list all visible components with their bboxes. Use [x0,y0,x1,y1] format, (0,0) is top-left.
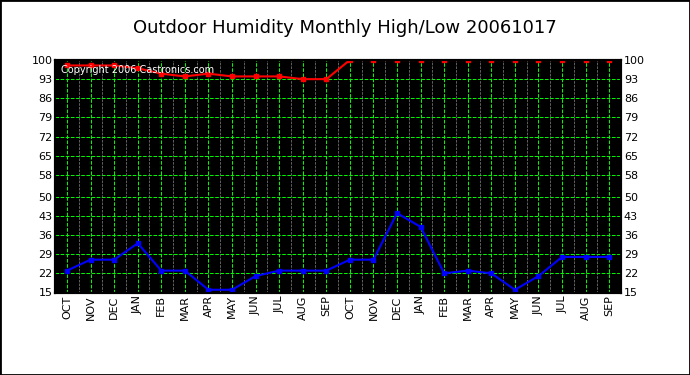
Text: Outdoor Humidity Monthly High/Low 20061017: Outdoor Humidity Monthly High/Low 200610… [133,19,557,37]
Text: Copyright 2006 Castronics.com: Copyright 2006 Castronics.com [61,64,214,75]
